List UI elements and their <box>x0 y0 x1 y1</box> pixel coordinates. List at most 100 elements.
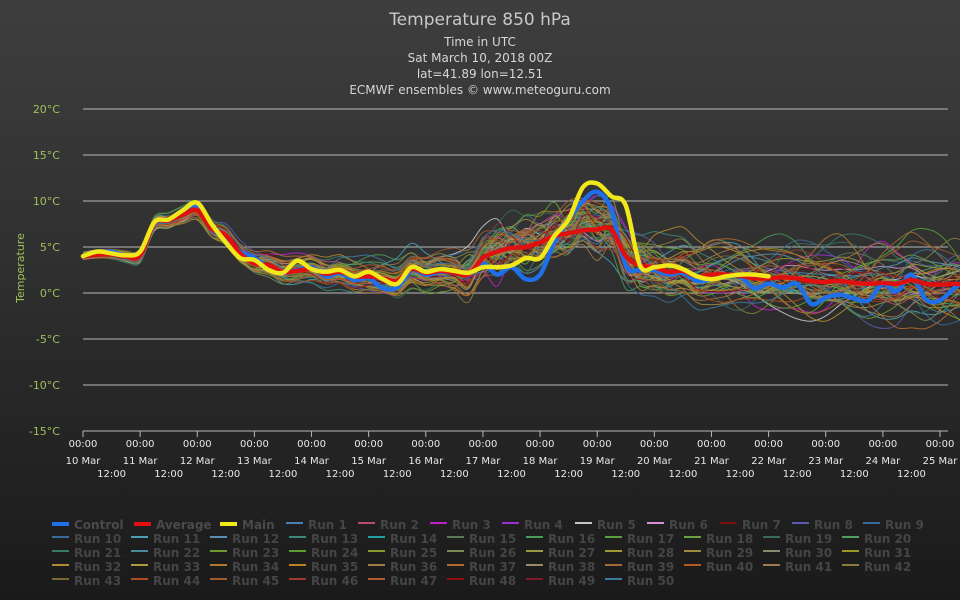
legend-label: Run 2 <box>380 518 419 532</box>
x-tick-noon: 12:00 <box>668 469 697 480</box>
legend-swatch <box>526 536 543 538</box>
legend-item-run-45[interactable]: Run 45 <box>210 574 279 588</box>
legend-item-run-18[interactable]: Run 18 <box>684 532 753 546</box>
legend-item-run-25[interactable]: Run 25 <box>368 546 437 560</box>
legend-item-run-43[interactable]: Run 43 <box>52 574 121 588</box>
legend-item-run-11[interactable]: Run 11 <box>131 532 200 546</box>
legend-item-run-47[interactable]: Run 47 <box>368 574 437 588</box>
x-tick-time: 00:00 <box>126 439 155 450</box>
legend-item-run-31[interactable]: Run 31 <box>842 546 911 560</box>
legend-item-run-35[interactable]: Run 35 <box>289 560 358 574</box>
x-tick-date: 21 Mar <box>694 456 730 467</box>
x-tick-time: 00:00 <box>240 439 269 450</box>
legend-item-run-7[interactable]: Run 7 <box>720 518 781 532</box>
legend-item-run-22[interactable]: Run 22 <box>131 546 200 560</box>
legend[interactable]: Control Average Main Run 1 Run 2 Run 3 Run 4 Ru… <box>52 518 924 588</box>
legend-label: Run 19 <box>785 532 832 546</box>
legend-item-run-39[interactable]: Run 39 <box>605 560 674 574</box>
legend-label: Run 50 <box>627 574 674 588</box>
legend-label: Run 35 <box>311 560 358 574</box>
legend-swatch <box>430 522 447 524</box>
legend-item-run-15[interactable]: Run 15 <box>447 532 516 546</box>
legend-label: Run 16 <box>548 532 595 546</box>
legend-item-run-16[interactable]: Run 16 <box>526 532 595 546</box>
x-tick-noon: 12:00 <box>97 469 126 480</box>
legend-swatch <box>210 550 227 552</box>
legend-item-run-5[interactable]: Run 5 <box>575 518 636 532</box>
legend-item-run-33[interactable]: Run 33 <box>131 560 200 574</box>
x-tick-noon: 12:00 <box>269 469 298 480</box>
x-tick-time: 00:00 <box>583 439 612 450</box>
legend-label: Run 8 <box>814 518 853 532</box>
legend-item-run-29[interactable]: Run 29 <box>684 546 753 560</box>
x-tick-date: 20 Mar <box>637 456 673 467</box>
legend-swatch <box>605 564 622 566</box>
y-tick-label: 15°C <box>33 149 60 162</box>
legend-item-run-24[interactable]: Run 24 <box>289 546 358 560</box>
legend-item-run-19[interactable]: Run 19 <box>763 532 832 546</box>
legend-item-run-40[interactable]: Run 40 <box>684 560 753 574</box>
legend-swatch <box>289 578 306 580</box>
legend-item-run-17[interactable]: Run 17 <box>605 532 674 546</box>
legend-item-run-50[interactable]: Run 50 <box>605 574 674 588</box>
x-tick-time: 00:00 <box>811 439 840 450</box>
legend-item-run-38[interactable]: Run 38 <box>526 560 595 574</box>
legend-item-run-1[interactable]: Run 1 <box>286 518 347 532</box>
legend-item-run-8[interactable]: Run 8 <box>792 518 853 532</box>
legend-item-control[interactable]: Control <box>52 518 124 532</box>
legend-item-run-2[interactable]: Run 2 <box>358 518 419 532</box>
legend-item-run-48[interactable]: Run 48 <box>447 574 516 588</box>
legend-item-run-36[interactable]: Run 36 <box>368 560 437 574</box>
legend-swatch <box>763 564 780 566</box>
x-tick-time: 00:00 <box>868 439 897 450</box>
legend-swatch <box>684 536 701 538</box>
legend-item-run-21[interactable]: Run 21 <box>52 546 121 560</box>
legend-item-run-13[interactable]: Run 13 <box>289 532 358 546</box>
legend-item-run-30[interactable]: Run 30 <box>763 546 832 560</box>
legend-label: Run 23 <box>232 546 279 560</box>
legend-swatch <box>763 550 780 552</box>
legend-label: Run 13 <box>311 532 358 546</box>
legend-item-run-28[interactable]: Run 28 <box>605 546 674 560</box>
legend-label: Run 9 <box>885 518 924 532</box>
legend-item-average[interactable]: Average <box>134 518 212 532</box>
legend-label: Run 6 <box>669 518 708 532</box>
legend-item-run-32[interactable]: Run 32 <box>52 560 121 574</box>
legend-item-run-42[interactable]: Run 42 <box>842 560 911 574</box>
x-tick-date: 23 Mar <box>808 456 844 467</box>
legend-item-run-26[interactable]: Run 26 <box>447 546 516 560</box>
legend-item-run-6[interactable]: Run 6 <box>647 518 708 532</box>
legend-item-run-14[interactable]: Run 14 <box>368 532 437 546</box>
legend-item-run-10[interactable]: Run 10 <box>52 532 121 546</box>
legend-item-run-37[interactable]: Run 37 <box>447 560 516 574</box>
legend-item-run-3[interactable]: Run 3 <box>430 518 491 532</box>
legend-label: Run 25 <box>390 546 437 560</box>
legend-label: Run 20 <box>864 532 911 546</box>
x-tick-date: 16 Mar <box>408 456 444 467</box>
legend-item-run-49[interactable]: Run 49 <box>526 574 595 588</box>
legend-label: Run 4 <box>524 518 563 532</box>
legend-label: Run 34 <box>232 560 279 574</box>
legend-item-run-4[interactable]: Run 4 <box>502 518 563 532</box>
y-tick-label: 10°C <box>33 195 60 208</box>
legend-label: Run 1 <box>308 518 347 532</box>
legend-item-run-34[interactable]: Run 34 <box>210 560 279 574</box>
grid-and-y-ticks: 20°C 15°C 10°C 5°C 0°C -5°C -10°C -15°C <box>29 103 948 438</box>
legend-label: Run 49 <box>548 574 595 588</box>
legend-label: Run 27 <box>548 546 595 560</box>
x-tick-time: 00:00 <box>411 439 440 450</box>
legend-item-run-46[interactable]: Run 46 <box>289 574 358 588</box>
legend-label: Run 11 <box>153 532 200 546</box>
legend-item-run-44[interactable]: Run 44 <box>131 574 200 588</box>
legend-item-run-20[interactable]: Run 20 <box>842 532 911 546</box>
legend-item-run-9[interactable]: Run 9 <box>863 518 924 532</box>
legend-item-run-41[interactable]: Run 41 <box>763 560 832 574</box>
legend-item-run-27[interactable]: Run 27 <box>526 546 595 560</box>
legend-item-run-23[interactable]: Run 23 <box>210 546 279 560</box>
legend-swatch <box>447 550 464 552</box>
legend-label: Run 15 <box>469 532 516 546</box>
x-tick-date: 22 Mar <box>751 456 787 467</box>
legend-item-main[interactable]: Main <box>220 518 275 532</box>
legend-label: Average <box>156 518 212 532</box>
legend-item-run-12[interactable]: Run 12 <box>210 532 279 546</box>
